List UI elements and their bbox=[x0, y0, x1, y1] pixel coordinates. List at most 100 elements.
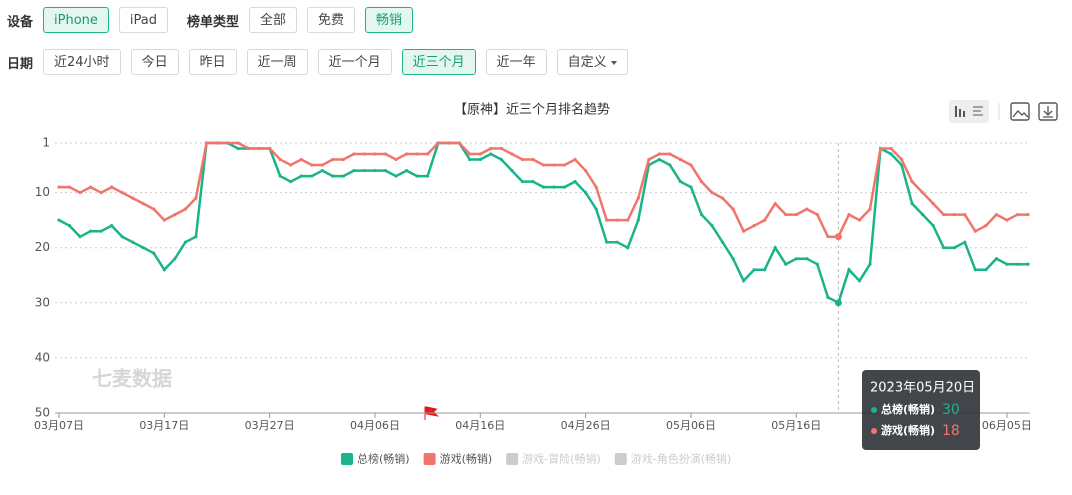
data-point bbox=[310, 163, 314, 167]
data-point bbox=[594, 185, 598, 189]
data-point bbox=[320, 168, 324, 173]
data-point bbox=[878, 146, 883, 151]
filter-button[interactable]: 近一周 bbox=[246, 49, 308, 75]
data-point bbox=[1005, 218, 1009, 222]
filter-button[interactable]: 近24小时 bbox=[43, 49, 121, 75]
data-point bbox=[352, 152, 356, 156]
legend-item[interactable]: 总榜(畅销) bbox=[341, 452, 410, 466]
data-point bbox=[963, 213, 967, 217]
download-button[interactable] bbox=[1038, 102, 1058, 121]
data-point bbox=[173, 213, 177, 217]
data-point bbox=[647, 157, 651, 162]
filter-button[interactable]: 近一年 bbox=[485, 49, 547, 75]
data-point bbox=[636, 218, 640, 222]
y-tick-label: 1 bbox=[42, 136, 50, 150]
y-tick-label: 50 bbox=[35, 406, 50, 420]
data-point bbox=[268, 146, 272, 151]
data-point bbox=[278, 174, 282, 178]
filter-button[interactable]: 昨日 bbox=[188, 49, 237, 75]
tooltip-dot bbox=[871, 407, 877, 413]
tooltip-series: 游戏(畅销) bbox=[881, 423, 935, 437]
legend-swatch bbox=[341, 453, 353, 465]
filter-button[interactable]: 畅销 bbox=[365, 7, 414, 33]
data-point bbox=[636, 196, 640, 200]
filter-label: 日期 bbox=[7, 56, 34, 72]
x-tick-label: 04月06日 bbox=[350, 419, 400, 432]
data-point bbox=[510, 168, 514, 173]
data-point bbox=[110, 185, 114, 189]
data-point bbox=[152, 207, 156, 211]
filter-row: 设备 iPhone iPad 榜单类型 全部 免费 畅销 bbox=[7, 6, 432, 34]
data-point bbox=[131, 196, 135, 200]
data-point bbox=[742, 279, 746, 283]
data-point bbox=[131, 240, 135, 244]
view-toggle[interactable] bbox=[949, 100, 989, 123]
data-point bbox=[373, 152, 377, 156]
data-point bbox=[194, 196, 198, 200]
tooltip-box bbox=[862, 370, 980, 450]
data-point bbox=[520, 157, 525, 162]
data-point bbox=[910, 202, 914, 206]
filter-group: 设备 iPhone iPad bbox=[7, 7, 178, 33]
data-point bbox=[531, 179, 535, 184]
image-button[interactable] bbox=[1010, 102, 1030, 121]
filter-button[interactable]: 近三个月 bbox=[401, 49, 476, 75]
data-point bbox=[626, 246, 630, 250]
data-point bbox=[562, 185, 567, 189]
data-point bbox=[468, 152, 472, 156]
data-point bbox=[246, 146, 251, 151]
data-point bbox=[162, 268, 166, 272]
data-point bbox=[784, 262, 788, 266]
filter-label: 榜单类型 bbox=[187, 14, 240, 30]
x-tick-label: 03月27日 bbox=[245, 419, 295, 432]
filter-button[interactable]: 免费 bbox=[307, 7, 356, 33]
legend-item[interactable]: 游戏-角色扮演(畅销) bbox=[614, 452, 732, 466]
filter-button[interactable]: 自定义 bbox=[556, 49, 628, 75]
data-point bbox=[194, 235, 198, 239]
data-point bbox=[173, 257, 177, 261]
data-point bbox=[278, 157, 282, 162]
data-point bbox=[984, 268, 988, 272]
data-point bbox=[742, 229, 746, 233]
filter-group: 日期 近24小时 今日 昨日 近一周 近一个月 近三个月 近一年 自定义 bbox=[7, 49, 638, 75]
data-point bbox=[341, 157, 345, 162]
data-point bbox=[457, 141, 461, 145]
tooltip-value: 18 bbox=[942, 423, 960, 439]
legend-item[interactable]: 游戏-冒险(畅销) bbox=[506, 452, 601, 466]
data-point bbox=[973, 268, 977, 272]
data-point bbox=[994, 257, 999, 261]
toolbar bbox=[949, 100, 1058, 123]
data-point bbox=[794, 213, 798, 217]
filter-button[interactable]: 全部 bbox=[249, 7, 298, 33]
icon bbox=[1043, 106, 1053, 118]
data-point bbox=[868, 262, 872, 266]
data-point bbox=[889, 152, 893, 156]
filter-button[interactable]: 今日 bbox=[130, 49, 179, 75]
data-point bbox=[773, 202, 777, 206]
legend-item[interactable]: 游戏(畅销) bbox=[423, 452, 493, 466]
x-tick-label: 05月06日 bbox=[666, 419, 716, 432]
filter-button[interactable]: iPad bbox=[118, 7, 168, 33]
icon bbox=[963, 111, 965, 117]
data-point bbox=[394, 174, 398, 178]
legend-swatch bbox=[423, 453, 436, 465]
data-point bbox=[552, 163, 556, 167]
data-point bbox=[889, 146, 893, 151]
data-point bbox=[478, 152, 482, 156]
filter-button[interactable]: iPhone bbox=[43, 7, 109, 33]
data-point bbox=[541, 163, 546, 167]
data-point bbox=[794, 257, 798, 261]
data-point bbox=[499, 146, 503, 151]
data-point bbox=[689, 185, 693, 189]
data-point bbox=[562, 163, 567, 167]
data-point bbox=[362, 168, 367, 173]
data-point bbox=[57, 218, 61, 222]
data-point bbox=[183, 240, 187, 244]
filter-button[interactable]: 近一个月 bbox=[317, 49, 392, 75]
data-point bbox=[731, 257, 735, 261]
chart-title: 【原神】近三个月排名趋势 bbox=[454, 102, 610, 118]
legend-label: 游戏(畅销) bbox=[440, 452, 493, 466]
data-point bbox=[942, 246, 946, 250]
data-point bbox=[426, 174, 430, 178]
